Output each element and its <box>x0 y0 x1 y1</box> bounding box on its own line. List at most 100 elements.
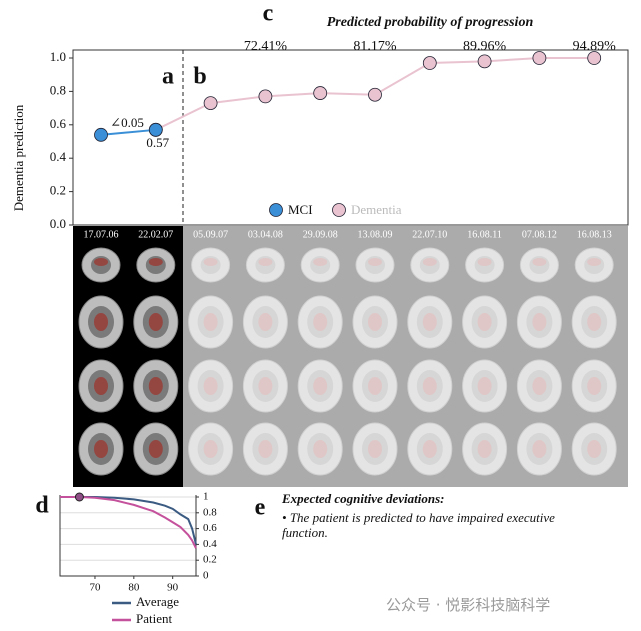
scan-date: 17.07.06 <box>84 229 119 240</box>
point <box>148 122 163 137</box>
y-tick-label: 0.2 <box>203 554 217 566</box>
watermark: 公众号 · 悦影科技脑科学 <box>386 596 551 614</box>
brain-highlight <box>313 258 328 266</box>
y-tick-label: 0.8 <box>203 506 217 518</box>
point <box>94 127 108 142</box>
x-tick-label: 90 <box>167 582 179 594</box>
point <box>532 51 547 65</box>
scan-date: 29.09.08 <box>303 229 338 240</box>
scan-date: 07.08.12 <box>522 229 557 240</box>
scan-date: 03.04.08 <box>248 229 283 240</box>
brain-highlight <box>203 258 218 266</box>
brain-highlight <box>532 377 547 395</box>
panel-label: d <box>35 493 49 519</box>
brain-highlight <box>477 313 492 331</box>
brain-highlight <box>313 313 328 331</box>
point <box>258 89 273 104</box>
x-tick-label: 80 <box>128 582 140 594</box>
y-axis-label: Dementia prediction <box>11 104 26 211</box>
brain-highlight <box>587 313 602 331</box>
axis-frame <box>59 495 197 577</box>
brain-highlight <box>94 258 108 266</box>
y-tick-label: 0 <box>203 570 209 582</box>
probability-label: 81.17% <box>353 39 397 54</box>
point <box>313 86 328 100</box>
legend-label: Dementia <box>351 202 402 217</box>
highlight-point <box>74 492 84 502</box>
value-label: 0.57 <box>146 135 169 150</box>
legend-swatch <box>269 203 283 217</box>
panel-e-heading: Expected cognitive deviations: <box>282 491 445 506</box>
brain-highlight <box>203 313 218 331</box>
brain-highlight <box>477 377 492 395</box>
brain-highlight <box>477 440 492 458</box>
brain-highlight <box>148 258 163 266</box>
brain-highlight <box>313 440 328 458</box>
brain-highlight <box>148 440 163 458</box>
brain-highlight <box>587 377 602 395</box>
brain-highlight <box>94 313 108 331</box>
brain-highlight <box>368 440 382 458</box>
x-tick-label: 70 <box>89 582 101 594</box>
probability-label: 94.89% <box>573 39 617 54</box>
brain-highlight <box>203 377 218 395</box>
brain-highlight <box>258 258 273 266</box>
scan-date: 22.02.07 <box>138 229 173 240</box>
point <box>368 87 382 102</box>
series-line <box>60 496 197 549</box>
y-tick-label: 0.4 <box>50 149 67 164</box>
point <box>477 54 492 69</box>
probability-label: 72.41% <box>244 39 288 54</box>
y-tick-label: 0.6 <box>203 522 217 534</box>
brain-highlight <box>368 313 382 331</box>
legend-label: Average <box>136 594 179 609</box>
brain-highlight <box>368 258 382 266</box>
brain-highlight <box>94 440 108 458</box>
y-tick-label: 0.2 <box>50 183 66 198</box>
brain-highlight <box>148 313 163 331</box>
brain-highlight <box>477 258 492 266</box>
y-tick-label: 1.0 <box>50 49 66 64</box>
brain-highlight <box>94 377 108 395</box>
y-tick-label: 0.8 <box>50 82 66 97</box>
point <box>587 51 602 65</box>
legend-label: MCI <box>288 202 313 217</box>
scan-date: 16.08.13 <box>577 229 612 240</box>
brain-highlight <box>422 440 437 458</box>
brain-highlight <box>532 313 547 331</box>
bullet-text: The patient is predicted to have impaire… <box>282 510 555 540</box>
brain-highlight <box>368 377 382 395</box>
slope-label: ∠0.05 <box>110 115 144 130</box>
point <box>422 56 437 70</box>
y-tick-label: 0.6 <box>50 116 67 131</box>
plot-frame <box>72 49 629 226</box>
brain-highlight <box>258 377 273 395</box>
brain-highlight <box>587 440 602 458</box>
panel-label: e <box>255 495 266 521</box>
legend-label: Patient <box>136 611 172 626</box>
brain-highlight <box>313 377 328 395</box>
panel-label: b <box>193 64 206 90</box>
y-tick-label: 0.0 <box>50 216 66 231</box>
scan-date: 16.08.11 <box>467 229 502 240</box>
scan-date: 22.07.10 <box>412 229 447 240</box>
series-line <box>100 128 156 136</box>
brain-highlight <box>532 440 547 458</box>
brain-highlight <box>587 258 602 266</box>
scan-date: 05.09.07 <box>193 229 228 240</box>
y-tick-label: 1 <box>203 491 209 503</box>
panel-e: Expected cognitive deviations: • The pat… <box>282 491 572 540</box>
legend-swatch <box>332 203 346 217</box>
brain-highlight <box>532 258 547 266</box>
brain-highlight <box>203 440 218 458</box>
point <box>203 96 218 110</box>
panel-label: c <box>263 1 274 27</box>
panel-e-bullet: • The patient is predicted to have impai… <box>282 510 555 540</box>
scan-date: 13.08.09 <box>358 229 393 240</box>
y-tick-label: 0.4 <box>203 538 217 550</box>
brain-highlight <box>422 313 437 331</box>
probability-label: 89.96% <box>463 39 507 54</box>
chart-title: Predicted probability of progression <box>327 15 534 30</box>
